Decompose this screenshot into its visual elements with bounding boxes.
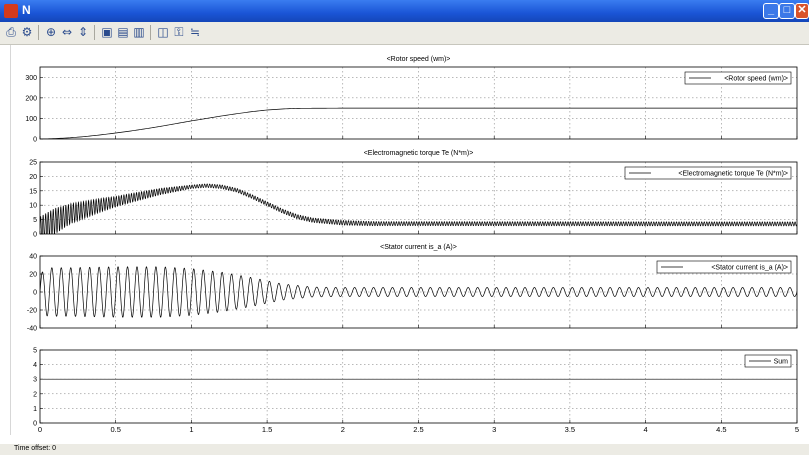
x-tick-label: 2 <box>341 425 345 434</box>
scope-axes-1: 0 100 200 300 <Rotor speed (wm)> <Rotor speed… <box>25 56 798 144</box>
lock-icon[interactable]: ⚿ <box>174 25 184 39</box>
signal-selection-icon[interactable]: ≒ <box>189 25 201 39</box>
legend-label: Sum <box>774 359 789 366</box>
scope-axes-4: 0 1 2 3 4 5 0 0.5 1 1.5 2 2.5 3 3.5 4 4.5 5 Sum <box>33 348 799 435</box>
legend-box <box>656 260 792 274</box>
autoscale-icon[interactable]: ▣ <box>101 25 113 39</box>
window-title: N <box>22 3 31 17</box>
axes-title: <Rotor speed (wm)> <box>387 56 451 63</box>
y-tick-label: 10 <box>29 203 37 210</box>
x-tick-label: 3 <box>492 425 496 434</box>
y-tick-label: 0 <box>33 421 37 428</box>
axes-title: <Stator current is_a (A)> <box>380 244 457 251</box>
y-tick-label: 100 <box>25 116 37 123</box>
series-line <box>40 266 797 318</box>
toolbar-separator <box>38 25 39 40</box>
legend-label: <Electromagnetic torque Te (N*m)> <box>678 171 788 178</box>
print-icon[interactable]: ⎙ <box>6 25 16 39</box>
time-offset-label: Time offset: 0 <box>14 445 57 452</box>
series-line <box>40 107 797 139</box>
y-tick-label: 5 <box>33 217 37 224</box>
y-tick-label: 5 <box>33 348 37 355</box>
parameters-icon[interactable]: ⚙ <box>21 25 33 39</box>
zoom-x-icon[interactable]: ⇔ <box>61 25 73 39</box>
maximize-button[interactable]: □ <box>779 3 795 19</box>
axes-title: <Electromagnetic torque Te (N*m)> <box>364 150 474 157</box>
y-tick-label: 0 <box>33 232 37 239</box>
legend-box <box>684 71 792 85</box>
y-tick-label: -40 <box>27 326 37 333</box>
y-tick-label: 1 <box>33 406 37 413</box>
legend-label: <Stator current is_a (A)> <box>711 265 788 272</box>
x-tick-label: 2.5 <box>413 425 423 434</box>
scope-toolbar <box>0 22 809 45</box>
matlab-app-icon <box>4 4 18 18</box>
y-tick-label: 0 <box>33 290 37 297</box>
legend-label: <Rotor speed (wm)> <box>724 76 788 83</box>
left-margin-strip <box>0 45 11 435</box>
y-tick-label: 300 <box>25 75 37 82</box>
x-tick-label: 3.5 <box>565 425 575 434</box>
zoom-y-icon[interactable]: ⇕ <box>77 25 89 39</box>
y-tick-label: 20 <box>29 174 37 181</box>
toolbar-separator <box>150 25 151 40</box>
y-tick-label: 200 <box>25 95 37 102</box>
minimize-button[interactable]: _ <box>763 3 779 19</box>
x-tick-label: 1.5 <box>262 425 272 434</box>
y-tick-label: -20 <box>27 308 37 315</box>
scope-axes-2: 0 5 10 15 20 25 <Electromagnetic torque Te (N*… <box>29 150 798 239</box>
toolbar-separator <box>94 25 95 40</box>
restore-axes-icon[interactable]: ▥ <box>133 25 145 39</box>
y-tick-label: 4 <box>33 362 37 369</box>
y-tick-label: 3 <box>33 377 37 384</box>
y-tick-label: 20 <box>29 272 37 279</box>
status-bar <box>0 444 809 455</box>
x-tick-label: 0 <box>38 425 42 434</box>
x-tick-label: 5 <box>795 425 799 434</box>
series-line <box>40 183 797 234</box>
legend-box <box>624 166 792 180</box>
floating-scope-icon[interactable]: ◫ <box>157 25 169 39</box>
x-tick-label: 4 <box>644 425 648 434</box>
scope-axes-3: -40 -20 0 20 40 <Stator current is_a (A)> <Sta… <box>27 244 798 333</box>
y-tick-label: 25 <box>29 160 37 167</box>
x-tick-label: 1 <box>189 425 193 434</box>
y-tick-label: 0 <box>33 137 37 144</box>
y-tick-label: 15 <box>29 188 37 195</box>
y-tick-label: 40 <box>29 254 37 261</box>
y-tick-label: 2 <box>33 391 37 398</box>
save-axes-icon[interactable]: ▤ <box>117 25 129 39</box>
x-tick-label: 0.5 <box>110 425 120 434</box>
x-tick-label: 4.5 <box>716 425 726 434</box>
zoom-icon[interactable]: ⊕ <box>45 25 57 39</box>
